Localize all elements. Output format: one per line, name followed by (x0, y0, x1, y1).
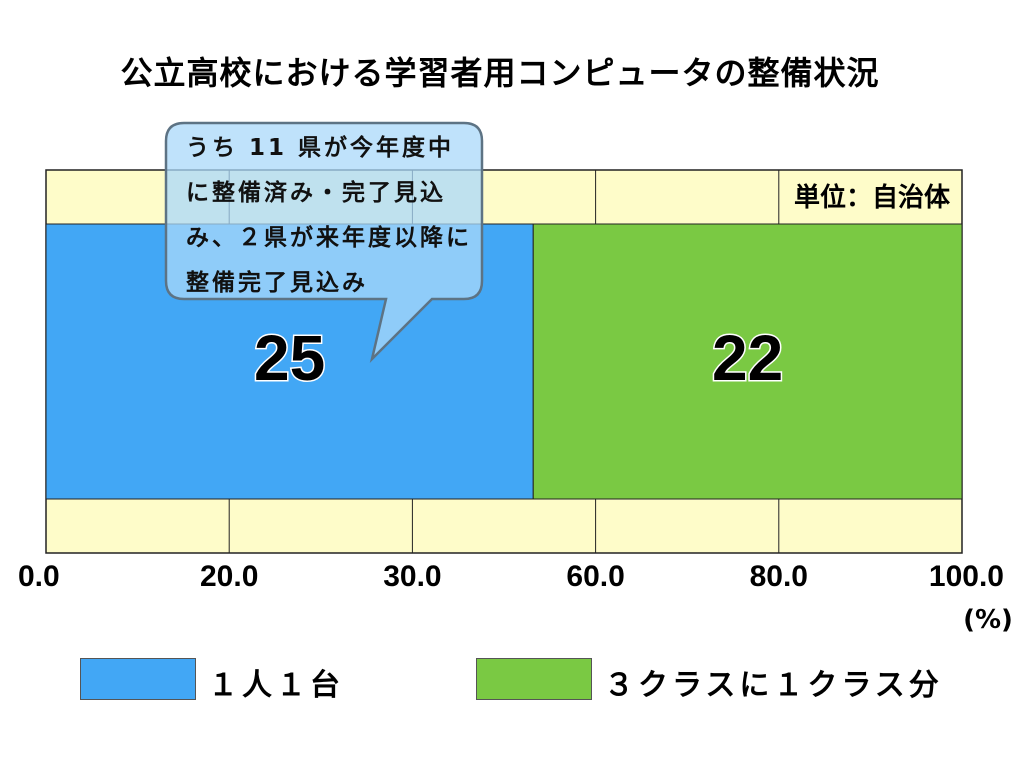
unit-note: 単位：自治体 (794, 182, 951, 213)
x-tick-label: 100.0 (929, 560, 1004, 593)
bar-segment-1 (532, 223, 963, 500)
chart-title: 公立高校における学習者用コンピュータの整備状況 (120, 54, 880, 92)
legend-label-one-class-per-three: ３クラスに１クラス分 (604, 668, 943, 703)
x-tick-labels: 0.0 20.0 30.0 60.0 80.0 100.0 (18, 560, 1004, 593)
x-tick-label: 60.0 (566, 560, 624, 593)
bar-value-label: 22 (712, 322, 783, 394)
legend-label-one-per-person: １人１台 (208, 668, 344, 703)
x-tick-label: 80.0 (750, 560, 808, 593)
callout-bubble (164, 121, 484, 363)
x-tick-label: 0.0 (18, 560, 60, 593)
callout-text: うち 11 県が今年度中に整備済み・完了見込み、２県が来年度以降に整備完了見込み (186, 135, 472, 296)
x-axis-unit-label: (%) (963, 605, 1013, 635)
bar-value-label: 25 (254, 322, 325, 394)
x-tick-label: 30.0 (383, 560, 441, 593)
legend-swatch-one-per-person (80, 658, 196, 700)
x-tick-label: 20.0 (200, 560, 258, 593)
legend-swatch-one-class-per-three (476, 658, 592, 700)
bar-value-labels: 25 22 (253, 321, 785, 396)
